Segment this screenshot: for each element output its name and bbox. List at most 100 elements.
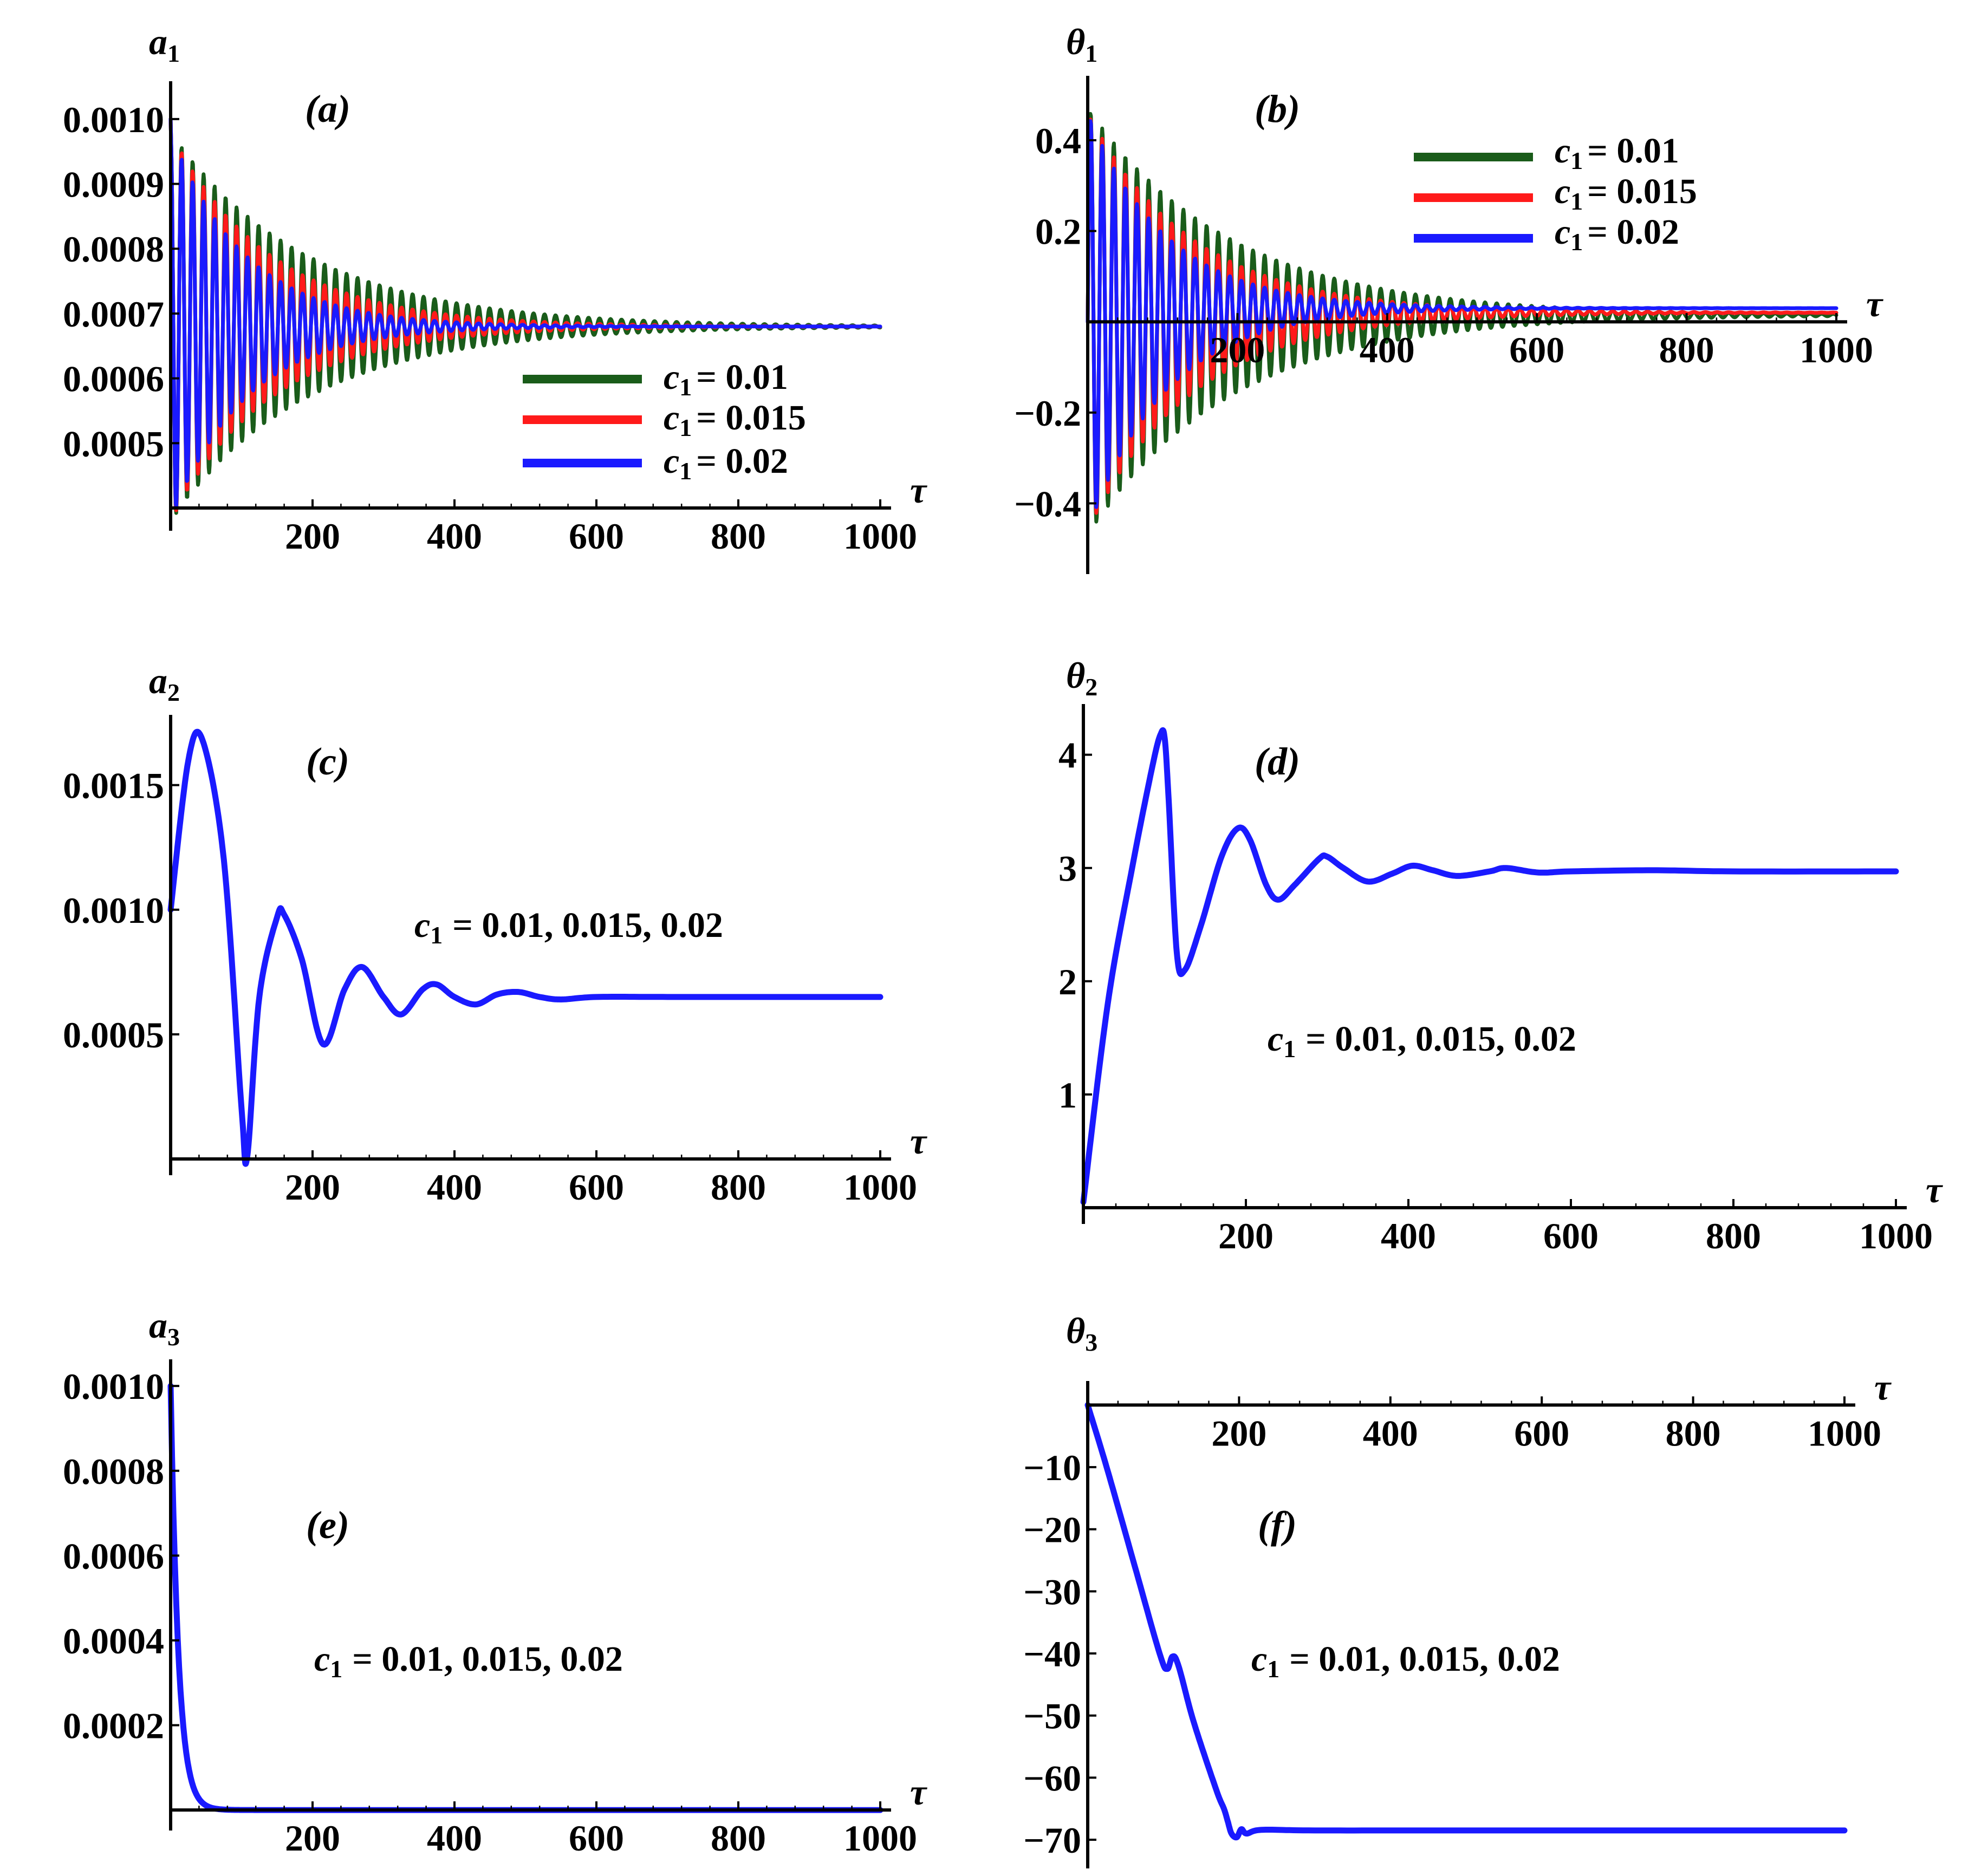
y-tick-label-a: 0.0007 [63, 294, 164, 335]
x-tick-label-a: 800 [711, 516, 766, 557]
x-tick-label-e: 800 [711, 1818, 766, 1859]
panel-d-annotation: c1 = 0.01, 0.015, 0.02 [1268, 1019, 1576, 1063]
panel-d-ylabel-symbol: θ [1066, 655, 1085, 696]
y-tick-label-b: 0.2 [1035, 211, 1081, 252]
panel-d-ylabel-sub: 2 [1085, 673, 1097, 701]
y-tick-label-f: −10 [1023, 1447, 1081, 1488]
series-line-c-0 [167, 728, 883, 1167]
x-tick-label-d: 800 [1706, 1215, 1761, 1256]
y-tick-label-c: 0.0015 [63, 765, 164, 806]
y-tick-label-c: 0.0010 [63, 890, 164, 931]
series-line-b-2 [1086, 119, 1838, 509]
panel-b-label: (b) [1255, 87, 1300, 131]
y-tick-label-e: 0.0004 [63, 1620, 164, 1662]
x-tick-label-b: 600 [1509, 329, 1564, 370]
x-axis-title-f: τ [1874, 1366, 1892, 1408]
x-tick-label-c: 400 [427, 1167, 482, 1208]
y-tick-label-f: −20 [1023, 1509, 1081, 1551]
y-tick-label-b: −0.4 [1014, 483, 1081, 524]
x-tick-label-b: 200 [1210, 329, 1265, 370]
panel-f-ylabel-symbol: θ [1066, 1310, 1085, 1351]
x-tick-label-f: 800 [1666, 1412, 1721, 1454]
series-line-b-0 [1086, 112, 1838, 524]
x-tick-label-c: 1000 [843, 1167, 917, 1208]
panel-a-ylabel-symbol: a [149, 21, 167, 62]
legend-label-c1-001: c1 = 0.01 [1555, 131, 1679, 174]
panel-d-ylabel: θ2 [1066, 655, 1097, 701]
x-axis-title-e: τ [910, 1771, 927, 1813]
series-line-f-0 [1084, 1402, 1848, 1841]
legend-label-c1-0015: c1 = 0.015 [1555, 172, 1697, 215]
x-axis-title-d: τ [1926, 1169, 1943, 1210]
x-tick-label-c: 600 [569, 1167, 624, 1208]
panel-a: 200 400 600 800 1000 τ 0.0010 0.0009 0.0008 0.000… [63, 21, 927, 557]
panel-b-legend: c1 = 0.01 c1 = 0.015 c1 = 0.02 [1414, 131, 1697, 256]
y-tick-label-f: −50 [1023, 1696, 1081, 1737]
series-line-d-0 [1080, 727, 1899, 1205]
panel-e-ylabel-symbol: a [149, 1305, 167, 1346]
panel-f-annotation: c1 = 0.01, 0.015, 0.02 [1251, 1639, 1560, 1683]
y-tick-label-e: 0.0006 [63, 1535, 164, 1577]
x-tick-label-d: 1000 [1859, 1215, 1933, 1256]
x-tick-label-a: 200 [285, 516, 340, 557]
y-tick-label-a: 0.0010 [63, 99, 164, 140]
panel-f-ylabel-sub: 3 [1085, 1328, 1097, 1356]
x-tick-label-f: 1000 [1808, 1412, 1881, 1454]
y-tick-label-a: 0.0005 [63, 423, 164, 464]
panel-b: 200 400 600 800 1000 τ 0.4 0.2 −0.2 −0.4 (b) θ1 c… [1014, 21, 1883, 574]
legend-label-c1-0015: c1 = 0.015 [664, 398, 806, 441]
y-tick-label-f: −60 [1023, 1757, 1081, 1799]
panel-a-label: (a) [305, 87, 350, 131]
x-tick-label-d: 400 [1381, 1215, 1436, 1256]
panel-e-ylabel-sub: 3 [167, 1323, 180, 1351]
x-tick-label-a: 600 [569, 516, 624, 557]
panel-c-annotation: c1 = 0.01, 0.015, 0.02 [414, 906, 723, 949]
x-tick-label-e: 400 [427, 1818, 482, 1859]
x-axis-title-c: τ [910, 1121, 927, 1162]
y-tick-label-d: 3 [1058, 848, 1077, 889]
panel-e-label: (e) [306, 1503, 349, 1547]
panel-b-ylabel: θ1 [1066, 21, 1097, 67]
panel-b-ylabel-sub: 1 [1085, 40, 1097, 67]
x-tick-label-c: 800 [711, 1167, 766, 1208]
panel-b-ylabel-symbol: θ [1066, 21, 1085, 62]
y-tick-label-b: 0.4 [1035, 120, 1081, 161]
panel-c-ylabel: a2 [149, 660, 180, 706]
y-tick-label-e: 0.0010 [63, 1366, 164, 1407]
y-tick-label-e: 0.0002 [63, 1705, 164, 1747]
x-tick-label-e: 200 [285, 1818, 340, 1859]
panel-a-ylabel: a1 [149, 21, 180, 67]
panel-e: 200 400 600 800 1000 τ 0.0010 0.0008 0.0006 0.000… [63, 1305, 927, 1859]
panel-c-ylabel-sub: 2 [167, 679, 180, 706]
x-tick-label-e: 1000 [843, 1818, 917, 1859]
x-tick-label-c: 200 [285, 1167, 340, 1208]
x-tick-label-d: 200 [1218, 1215, 1274, 1256]
x-axis-title-a: τ [910, 470, 927, 511]
x-axis-title-b: τ [1866, 283, 1883, 324]
y-tick-label-c: 0.0005 [63, 1014, 164, 1056]
panel-e-ylabel: a3 [149, 1305, 180, 1351]
y-tick-label-f: −70 [1023, 1820, 1081, 1861]
y-tick-label-a: 0.0009 [63, 164, 164, 205]
y-tick-label-d: 1 [1058, 1074, 1077, 1116]
x-tick-label-b: 800 [1659, 329, 1714, 370]
series-line-a-2 [168, 117, 882, 509]
y-tick-label-b: −0.2 [1014, 393, 1081, 434]
x-tick-label-a: 400 [427, 516, 482, 557]
y-tick-label-f: −30 [1023, 1571, 1081, 1612]
y-tick-label-d: 2 [1058, 961, 1077, 1002]
panel-c-ylabel-symbol: a [149, 660, 167, 701]
y-tick-label-d: 4 [1058, 735, 1077, 776]
panel-a-ylabel-sub: 1 [167, 40, 180, 67]
x-tick-label-b: 400 [1360, 329, 1415, 370]
y-tick-label-e: 0.0008 [63, 1451, 164, 1492]
legend-label-c1-002: c1 = 0.02 [1555, 212, 1679, 256]
x-tick-label-e: 600 [569, 1818, 624, 1859]
legend-label-c1-001: c1 = 0.01 [664, 357, 788, 401]
x-tick-label-b: 1000 [1799, 329, 1873, 370]
x-tick-label-f: 400 [1363, 1412, 1418, 1454]
